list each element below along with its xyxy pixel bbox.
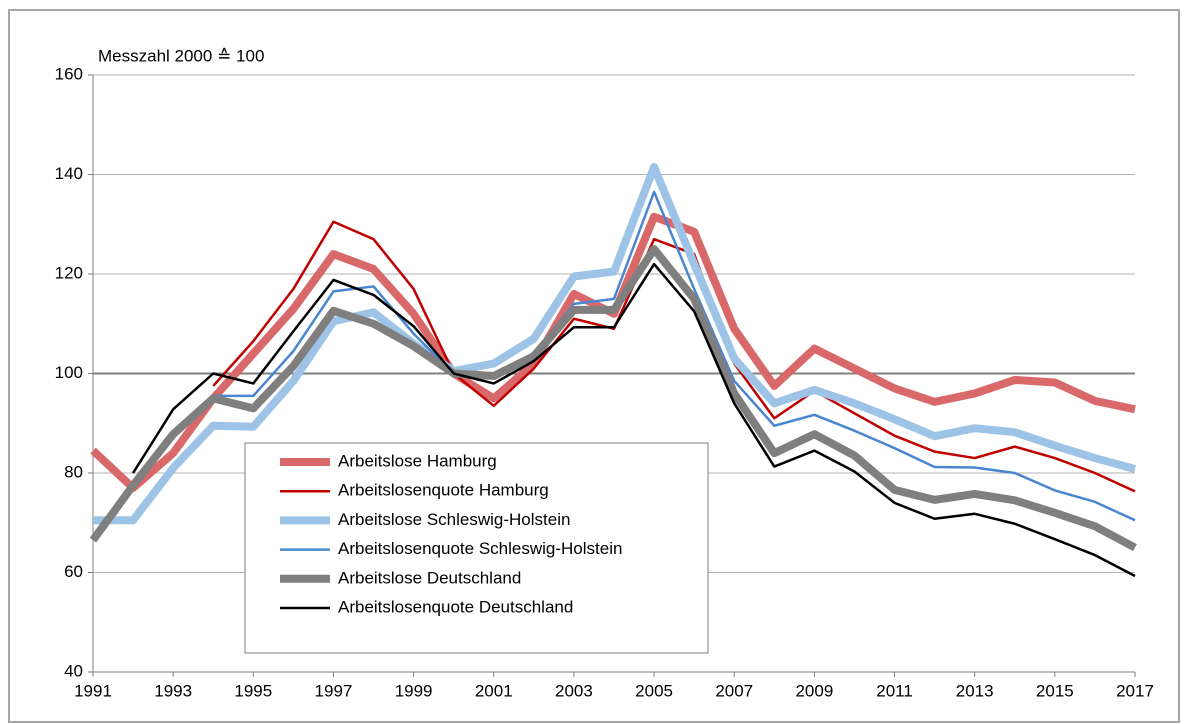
series-line bbox=[132, 262, 1136, 578]
legend-label: Arbeitslosenquote Hamburg bbox=[338, 481, 549, 500]
x-tick-label: 1993 bbox=[154, 681, 192, 700]
legend-label: Arbeitslosenquote Schleswig-Holstein bbox=[338, 539, 622, 558]
x-tick-label: 2015 bbox=[1036, 681, 1074, 700]
x-tick-label: 2007 bbox=[715, 681, 753, 700]
x-tick-label: 1999 bbox=[395, 681, 433, 700]
y-tick-label: 140 bbox=[55, 164, 83, 183]
series-line bbox=[93, 163, 1137, 525]
x-tick-label: 1997 bbox=[315, 681, 353, 700]
x-tick-label: 2005 bbox=[635, 681, 673, 700]
series-line bbox=[89, 245, 1137, 552]
x-tick-label: 1991 bbox=[74, 681, 112, 700]
x-tick-label: 2017 bbox=[1116, 681, 1154, 700]
series-line bbox=[213, 190, 1136, 522]
legend-label: Arbeitslose Schleswig-Holstein bbox=[338, 510, 570, 529]
legend-label: Arbeitslosenquote Deutschland bbox=[338, 597, 573, 616]
legend-label: Arbeitslose Hamburg bbox=[338, 451, 497, 470]
x-tick-label: 2003 bbox=[555, 681, 593, 700]
y-tick-label: 60 bbox=[64, 562, 83, 581]
y-axis-label: Messzahl 2000 ≙ 100 bbox=[98, 46, 264, 65]
y-tick-label: 120 bbox=[55, 263, 83, 282]
x-tick-label: 1995 bbox=[234, 681, 272, 700]
x-tick-label: 2001 bbox=[475, 681, 513, 700]
legend-box bbox=[244, 442, 709, 654]
y-tick-label: 80 bbox=[64, 462, 83, 481]
x-tick-label: 2009 bbox=[795, 681, 833, 700]
x-tick-label: 2011 bbox=[876, 681, 913, 700]
y-tick-label: 40 bbox=[64, 661, 83, 680]
series-line bbox=[212, 220, 1136, 493]
y-tick-label: 160 bbox=[55, 64, 83, 83]
legend: Arbeitslose Hamburg Arbeitslosenquote Ham… bbox=[244, 442, 709, 654]
y-tick-label: 100 bbox=[55, 363, 83, 382]
x-tick-label: 2013 bbox=[956, 681, 994, 700]
legend-label: Arbeitslose Deutschland bbox=[338, 568, 521, 587]
